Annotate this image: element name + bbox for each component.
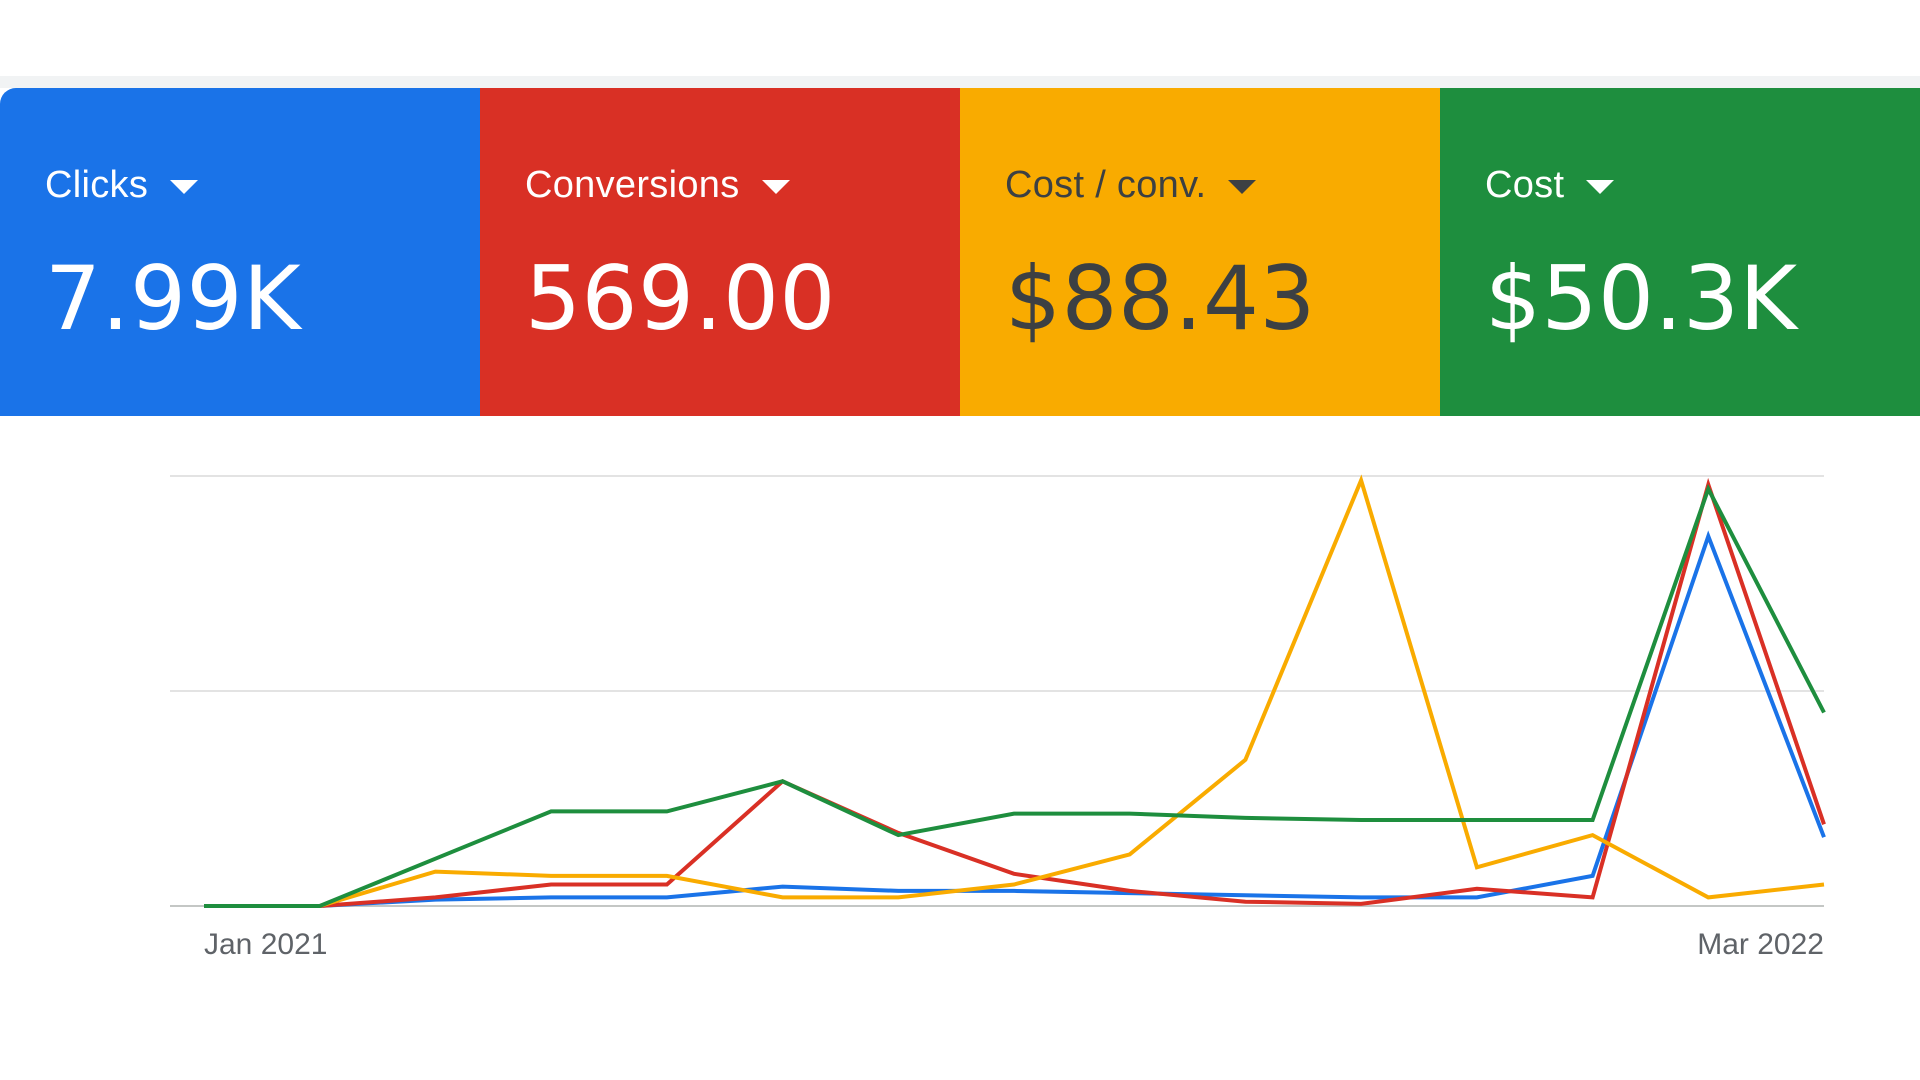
x-tick-label: Jan 2021 [204, 928, 327, 961]
metric-value-clicks: 7.99K [45, 247, 302, 350]
scorecard-cost[interactable]: Cost $50.3K [1440, 88, 1920, 416]
series-line-4[interactable] [204, 483, 1826, 908]
metric-label-cost-per-conv: Cost / conv. [1005, 164, 1207, 206]
x-axis: Jan 2021 Mar 2022 [204, 928, 1824, 961]
metric-selector-cost[interactable]: Cost [1485, 163, 1920, 207]
scorecard-clicks[interactable]: Clicks 7.99K [0, 88, 480, 416]
scorecard-cost-per-conv[interactable]: Cost / conv. $88.43 [960, 88, 1440, 416]
gridlines [170, 475, 1824, 907]
metric-label-clicks: Clicks [45, 164, 149, 206]
caret-down-icon [1228, 180, 1257, 194]
scorecard-row: Clicks 7.99K Conversions 569.00 Cost / c… [0, 88, 1920, 416]
metric-label-cost: Cost [1485, 164, 1565, 206]
series-line-1[interactable] [204, 530, 1826, 908]
metric-selector-clicks[interactable]: Clicks [45, 163, 480, 207]
series-line-3[interactable] [204, 474, 1825, 908]
caret-down-icon [761, 180, 790, 194]
x-tick-label: Mar 2022 [1697, 928, 1824, 961]
metric-label-conversions: Conversions [525, 164, 740, 206]
performance-chart: Jan 2021 Mar 2022 [0, 416, 1920, 1080]
caret-down-icon [1586, 180, 1615, 194]
line-chart-svg: Jan 2021 Mar 2022 [170, 474, 1826, 961]
caret-down-icon [170, 180, 199, 194]
metric-value-conversions: 569.00 [525, 247, 836, 350]
top-strip [0, 76, 1920, 88]
metric-value-cost-per-conv: $88.43 [1005, 247, 1316, 350]
metric-selector-conversions[interactable]: Conversions [525, 163, 960, 207]
series-line-2[interactable] [204, 477, 1826, 908]
series-lines [204, 474, 1826, 908]
scorecard-conversions[interactable]: Conversions 569.00 [480, 88, 960, 416]
metric-selector-cost-per-conv[interactable]: Cost / conv. [1005, 163, 1440, 207]
metric-value-cost: $50.3K [1485, 247, 1798, 350]
